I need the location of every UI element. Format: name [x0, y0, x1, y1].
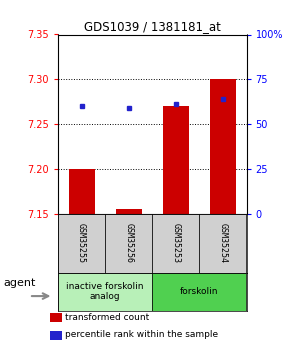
Bar — [69, 169, 95, 214]
Bar — [200, 214, 246, 273]
Bar — [163, 106, 189, 214]
Text: forskolin: forskolin — [180, 287, 219, 296]
Bar — [210, 79, 236, 214]
Bar — [105, 214, 152, 273]
Text: inactive forskolin
analog: inactive forskolin analog — [66, 282, 144, 301]
Bar — [116, 209, 142, 214]
Bar — [50, 331, 62, 340]
Text: transformed count: transformed count — [65, 313, 150, 322]
Bar — [50, 313, 62, 322]
Bar — [58, 273, 152, 310]
Bar — [152, 273, 246, 310]
Text: GSM35254: GSM35254 — [218, 223, 227, 263]
Bar — [152, 214, 199, 273]
Text: GSM35256: GSM35256 — [124, 223, 133, 263]
Text: GSM35255: GSM35255 — [77, 223, 86, 263]
Text: GSM35253: GSM35253 — [171, 223, 180, 263]
Title: GDS1039 / 1381181_at: GDS1039 / 1381181_at — [84, 20, 221, 33]
Text: agent: agent — [3, 278, 35, 288]
Bar — [58, 214, 105, 273]
Text: percentile rank within the sample: percentile rank within the sample — [65, 330, 218, 339]
